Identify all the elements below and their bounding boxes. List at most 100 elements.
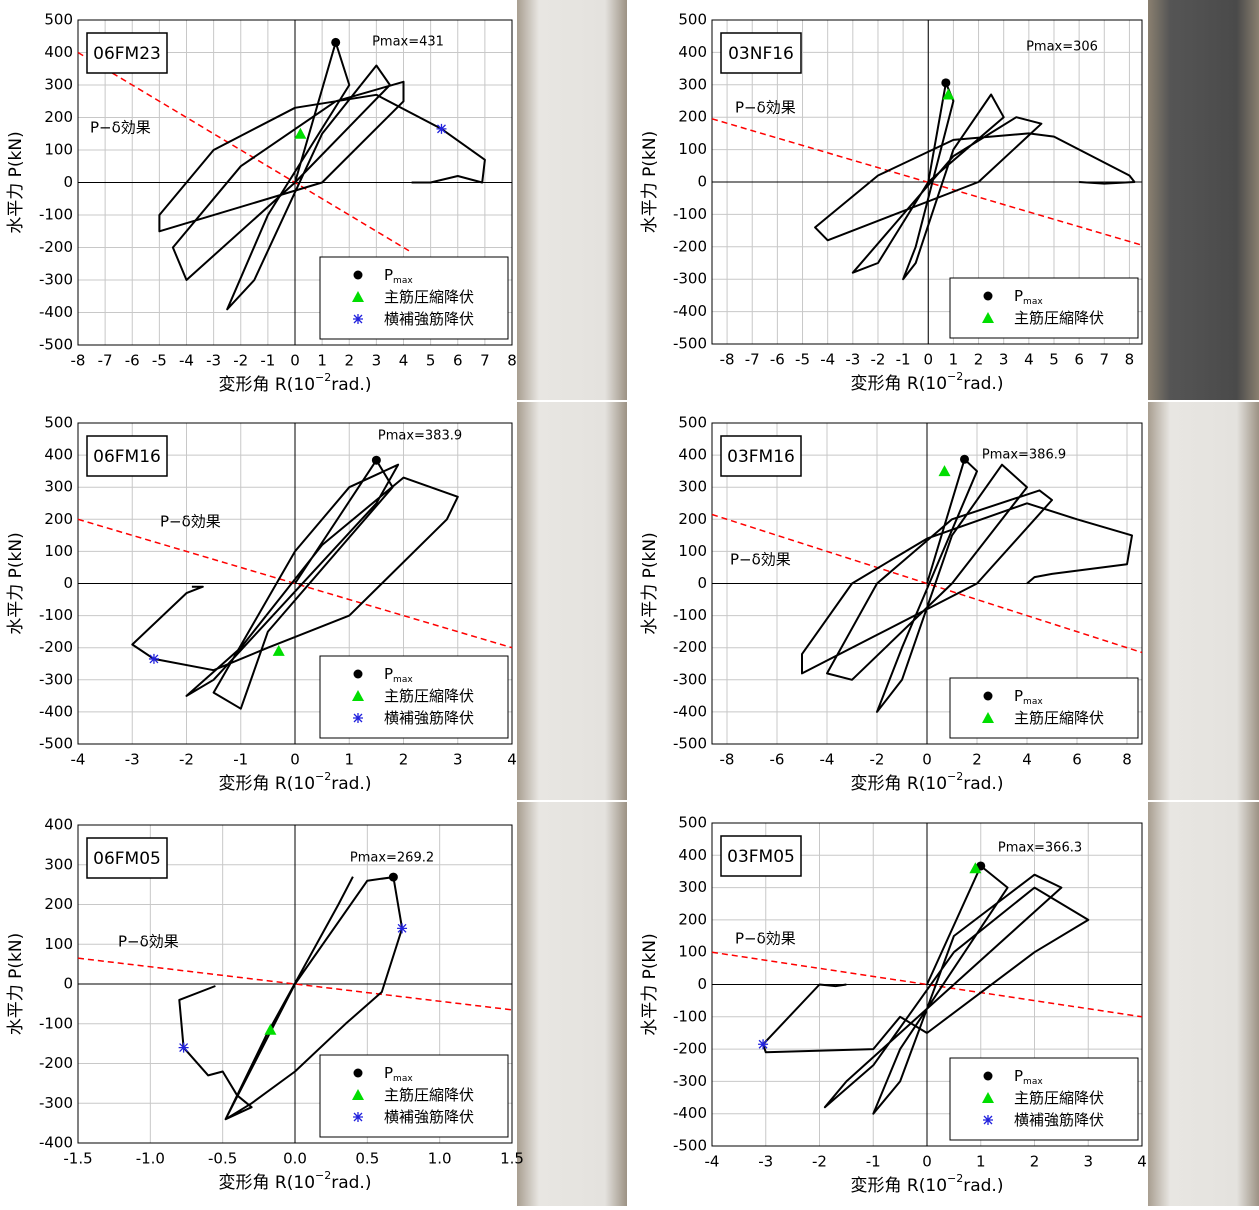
x-tick-label: -4 [179,352,194,370]
specimen-label: 03NF16 [728,44,794,64]
legend-label: 主筋圧縮降伏 [1014,309,1104,327]
x-tick-label: 1 [976,1153,986,1171]
x-tick-label: 7 [480,352,490,370]
x-axis-title: rad.) [331,1173,371,1193]
y-tick-label: -200 [39,238,73,256]
x-tick-label: 8 [1125,351,1135,369]
x-tick-label: 0 [922,751,932,769]
x-tick-label: 3 [999,351,1009,369]
x-tick-label: -3 [845,351,860,369]
y-tick-label: 500 [678,814,707,832]
y-tick-label: 400 [678,43,707,61]
y-tick-label: 100 [44,542,73,560]
x-tick-label: -2 [179,751,194,769]
legend-label: 横補強筋降伏 [1014,1111,1104,1129]
y-tick-label: -100 [39,606,73,624]
y-tick-label: -100 [39,1014,73,1032]
y-tick-label: -400 [39,702,73,720]
y-tick-label: -200 [39,638,73,656]
annotation: P−δ効果 [90,119,151,137]
x-tick-label: -3 [125,751,140,769]
x-tick-label: 6 [453,352,463,370]
specimen-photo [517,402,627,800]
pmax-marker [984,1072,993,1081]
y-tick-label: 100 [678,943,707,961]
x-axis-title: rad.) [963,1176,1003,1196]
legend-label: P [1014,687,1023,705]
hoop-yield-marker [983,1115,993,1125]
x-tick-label: 8 [1122,751,1132,769]
x-axis-title-exp: −2 [315,1169,331,1182]
x-tick-label: -1 [866,1153,881,1171]
y-tick-label: -400 [673,702,707,720]
x-tick-label: 4 [1137,1153,1147,1171]
yield-marker [273,645,285,656]
x-tick-label: 2 [974,351,984,369]
x-tick-label: 0 [922,1153,932,1171]
annotation: P−δ効果 [735,99,796,117]
legend-label: 横補強筋降伏 [384,1108,474,1126]
legend-label: 横補強筋降伏 [384,709,474,727]
x-tick-label: -5 [795,351,810,369]
y-tick-label: -300 [39,670,73,688]
legend-label-sub: max [393,276,413,286]
y-tick-label: 200 [44,108,73,126]
x-tick-label: 2 [344,352,354,370]
hoop-yield-marker [179,1043,189,1053]
x-tick-label: -3 [206,352,221,370]
x-tick-label: 3 [453,751,463,769]
x-axis-title-exp: −2 [315,770,331,783]
y-tick-label: -200 [673,638,707,656]
y-tick-label: 400 [678,446,707,464]
y-tick-label: 500 [678,11,707,29]
pmax-label: Pmax=366.3 [998,841,1082,856]
y-tick-label: -500 [673,735,707,753]
x-axis-title: 変形角 R(10−2rad.) [219,371,372,395]
x-tick-label: -8 [720,351,735,369]
x-axis-title: 変形角 R(10 [851,774,947,794]
y-tick-label: -300 [673,1072,707,1090]
pmax-marker [372,456,381,465]
x-tick-label: 2 [972,751,982,769]
legend-label: 主筋圧縮降伏 [384,288,474,306]
hoop-yield-marker [397,923,407,933]
x-tick-label: -0.5 [208,1150,237,1168]
x-axis-title: 変形角 R(10 [219,1173,315,1193]
figure: -500-400-300-200-1000100200300400500-8-7… [0,0,1259,1206]
pmax-marker [354,1069,363,1078]
x-tick-label: 0.5 [355,1150,379,1168]
x-tick-label: 6 [1074,351,1084,369]
x-tick-label: -1.0 [136,1150,165,1168]
x-tick-label: 6 [1072,751,1082,769]
legend-label: 横補強筋降伏 [384,709,474,727]
x-axis-title: 変形角 R(10 [219,774,315,794]
specimen-photo [517,0,627,400]
legend-label: P [1014,287,1023,305]
x-tick-label: 0.0 [283,1150,307,1168]
y-axis-title: 水平力 P(kN) [6,532,26,634]
x-tick-label: 5 [1049,351,1059,369]
specimen-label: 06FM05 [93,849,161,869]
x-axis-title: rad.) [963,374,1003,394]
specimen-label: 03FM05 [727,847,795,867]
x-tick-label: -1 [260,352,275,370]
x-tick-label: -2 [812,1153,827,1171]
x-axis-title-exp: −2 [947,370,963,383]
legend-label: P [384,665,393,683]
y-axis-title: 水平力 P(kN) [640,532,660,634]
y-tick-label: -100 [39,206,73,224]
x-tick-label: -4 [71,751,86,769]
y-tick-label: -300 [39,271,73,289]
specimen-label: 06FM16 [93,447,161,467]
x-tick-label: -4 [705,1153,720,1171]
y-tick-label: 200 [678,510,707,528]
pmax-label: Pmax=386.9 [982,448,1066,463]
hysteresis-curve [802,459,1132,712]
x-tick-label: 4 [507,751,517,769]
y-tick-label: 300 [678,878,707,896]
x-tick-label: -4 [820,751,835,769]
y-tick-label: 500 [44,11,73,29]
x-tick-label: 1.5 [500,1150,524,1168]
specimen-photo [1148,402,1259,800]
y-tick-label: 400 [44,446,73,464]
